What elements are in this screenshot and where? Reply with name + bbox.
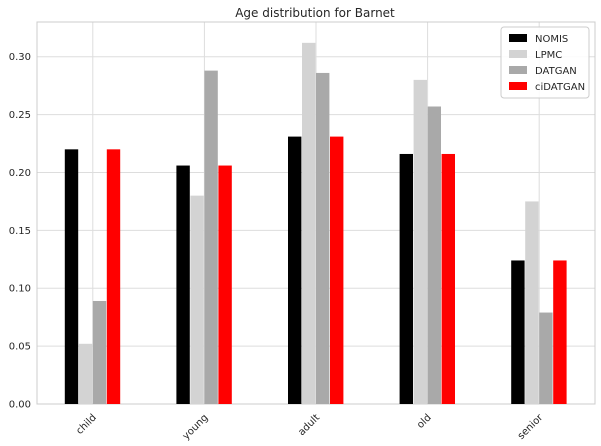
bar-datgan-child <box>92 300 107 404</box>
bar-cidatgan-adult <box>330 136 344 404</box>
y-tick-label: 0.25 <box>9 110 31 121</box>
bar-lpmc-adult <box>302 42 316 404</box>
y-tick-label: 0.05 <box>9 342 31 353</box>
legend-swatch-cidatgan <box>509 82 527 90</box>
bar-cidatgan-young <box>218 165 232 404</box>
y-axis-ticks: 0.00 0.05 0.10 0.15 0.20 0.25 0.30 <box>9 52 31 410</box>
legend-label: NOMIS <box>535 34 568 45</box>
bar-nomis-old <box>399 153 413 404</box>
legend-label: DATGAN <box>535 66 577 77</box>
bar-nomis-child <box>64 149 79 404</box>
bar-datgan-young <box>204 70 218 405</box>
bar-cidatgan-senior <box>553 260 567 404</box>
y-tick-label: 0.10 <box>9 284 31 295</box>
bar-lpmc-young <box>190 195 204 404</box>
bar-cidatgan-old <box>441 153 455 404</box>
bar-cidatgan-child <box>106 149 121 404</box>
bar-nomis-senior <box>511 260 525 404</box>
bar-lpmc-old <box>413 79 427 404</box>
legend-label: LPMC <box>535 50 562 61</box>
bars <box>64 42 567 405</box>
legend: NOMIS LPMC DATGAN ciDATGAN <box>500 26 590 99</box>
bar-lpmc-child <box>78 343 93 404</box>
bar-datgan-adult <box>316 72 330 404</box>
bar-nomis-young <box>176 165 190 404</box>
bar-datgan-senior <box>539 312 553 404</box>
y-tick-label: 0.00 <box>9 400 31 411</box>
y-tick-label: 0.15 <box>9 226 31 237</box>
legend-swatch-nomis <box>509 34 527 42</box>
legend-swatch-lpmc <box>509 50 527 58</box>
y-tick-label: 0.30 <box>9 52 31 63</box>
bar-datgan-old <box>427 106 441 405</box>
legend-frame <box>500 26 590 99</box>
bar-lpmc-senior <box>525 201 539 404</box>
legend-swatch-datgan <box>509 66 527 74</box>
y-tick-label: 0.20 <box>9 168 31 179</box>
chart-title: Age distribution for Barnet <box>235 6 395 20</box>
bar-nomis-adult <box>288 136 302 404</box>
legend-label: ciDATGAN <box>535 82 585 93</box>
